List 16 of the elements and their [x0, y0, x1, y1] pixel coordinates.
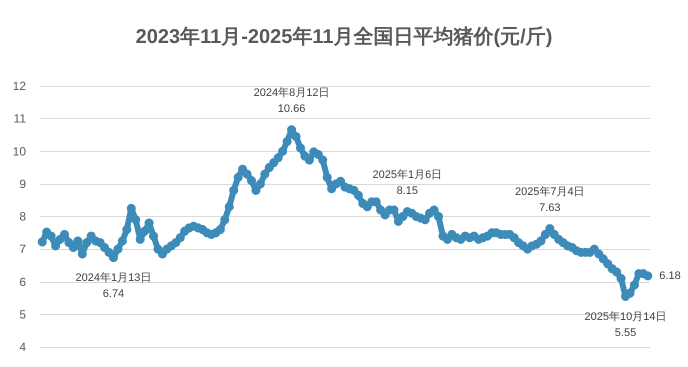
y-tick-label: 4 — [19, 340, 26, 354]
data-label: 6.18 — [659, 270, 681, 282]
y-tick-label: 10 — [12, 144, 26, 158]
y-tick-label: 9 — [19, 176, 26, 191]
annotation: 2025年7月4日 7.63 — [514, 186, 585, 214]
annotation: 2024年8月12日 10.66 — [254, 87, 330, 116]
y-tick-label: 12 — [12, 79, 26, 93]
y-tick-label: 7 — [19, 242, 26, 256]
annotation: 2024年1月13日 6.74 — [76, 272, 152, 300]
annotation: 2025年10月14日 5.55 — [584, 310, 666, 339]
y-tick-label: 11 — [14, 112, 26, 126]
chart-title: 2023年11月-2025年11月全国日平均猪价(元/斤) — [136, 25, 552, 48]
annotation: 2025年1月6日 8.15 — [372, 169, 442, 198]
y-tick-label: 8 — [19, 210, 26, 224]
y-tick-label: 6 — [19, 274, 26, 289]
y-tick-label: 5 — [19, 307, 26, 322]
